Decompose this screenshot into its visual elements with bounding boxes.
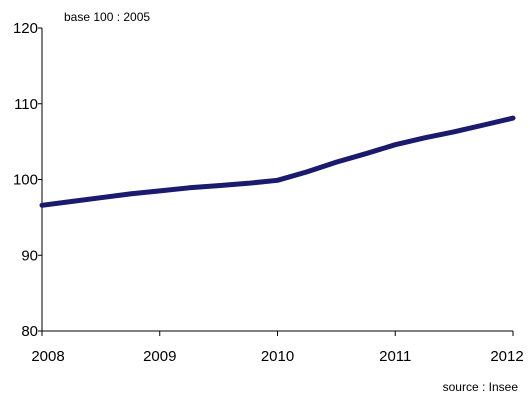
x-tick-label: 2009	[143, 348, 176, 365]
x-tick-label: 2012	[490, 348, 523, 365]
x-tick-label: 2008	[31, 348, 64, 365]
y-tick-label: 120	[13, 20, 38, 37]
x-tick-label: 2011	[379, 348, 411, 365]
series-line	[39, 115, 516, 208]
y-tick-label: 100	[13, 172, 38, 189]
x-tick-label: 2010	[261, 348, 294, 365]
y-tick-label: 80	[21, 323, 38, 340]
series-layer	[39, 115, 516, 208]
source-note: source : Insee	[443, 380, 519, 394]
y-tick-label: 110	[14, 96, 38, 113]
y-axis-label: base 100 : 2005	[64, 10, 150, 24]
y-tick-label: 90	[21, 247, 38, 264]
ticks: 80 90 100 110 120 2008 2009 2010 2011 2012	[13, 20, 524, 365]
